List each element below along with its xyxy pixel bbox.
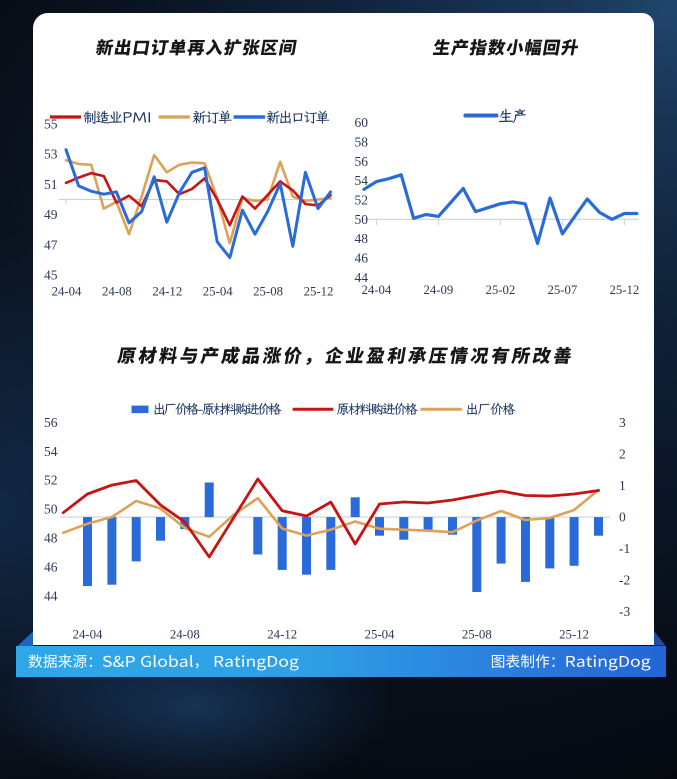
svg-text:53: 53 — [44, 147, 58, 162]
svg-text:24-09: 24-09 — [423, 283, 453, 297]
svg-text:56: 56 — [355, 154, 369, 169]
svg-text:56: 56 — [44, 415, 58, 430]
svg-text:25-12: 25-12 — [609, 283, 639, 297]
svg-text:24-04: 24-04 — [73, 628, 103, 642]
svg-text:46: 46 — [355, 251, 369, 266]
svg-text:-1: -1 — [619, 541, 630, 556]
svg-text:49: 49 — [44, 207, 58, 222]
svg-text:52: 52 — [355, 193, 369, 208]
svg-text:48: 48 — [355, 231, 369, 246]
svg-text:54: 54 — [355, 173, 369, 188]
svg-text:24-12: 24-12 — [152, 285, 182, 299]
svg-text:-3: -3 — [619, 604, 630, 619]
svg-text:25-08: 25-08 — [253, 285, 283, 299]
svg-text:1: 1 — [619, 478, 626, 493]
svg-text:24-04: 24-04 — [361, 283, 391, 297]
svg-text:54: 54 — [44, 444, 58, 459]
svg-text:2: 2 — [619, 447, 626, 462]
svg-text:55: 55 — [44, 117, 58, 132]
svg-text:25-07: 25-07 — [547, 283, 577, 297]
svg-text:48: 48 — [44, 531, 58, 546]
svg-text:24-04: 24-04 — [52, 285, 82, 299]
svg-text:0: 0 — [619, 510, 626, 525]
svg-text:25-04: 25-04 — [203, 285, 233, 299]
svg-text:25-08: 25-08 — [462, 628, 492, 642]
svg-text:52: 52 — [44, 473, 58, 488]
svg-text:50: 50 — [355, 212, 369, 227]
svg-text:24-12: 24-12 — [267, 628, 297, 642]
svg-text:60: 60 — [355, 115, 369, 130]
svg-text:44: 44 — [355, 270, 369, 285]
svg-text:-2: -2 — [619, 572, 630, 587]
svg-text:24-08: 24-08 — [170, 628, 200, 642]
svg-text:25-04: 25-04 — [365, 628, 395, 642]
svg-text:25-12: 25-12 — [559, 628, 589, 642]
svg-text:44: 44 — [44, 589, 58, 604]
svg-text:25-12: 25-12 — [304, 285, 334, 299]
svg-text:24-08: 24-08 — [102, 285, 132, 299]
svg-text:47: 47 — [44, 237, 58, 252]
svg-text:45: 45 — [44, 268, 58, 283]
svg-text:46: 46 — [44, 560, 58, 575]
svg-text:58: 58 — [355, 134, 369, 149]
svg-text:25-02: 25-02 — [485, 283, 515, 297]
svg-text:50: 50 — [44, 502, 58, 517]
svg-text:51: 51 — [44, 177, 58, 192]
svg-text:3: 3 — [619, 415, 626, 430]
